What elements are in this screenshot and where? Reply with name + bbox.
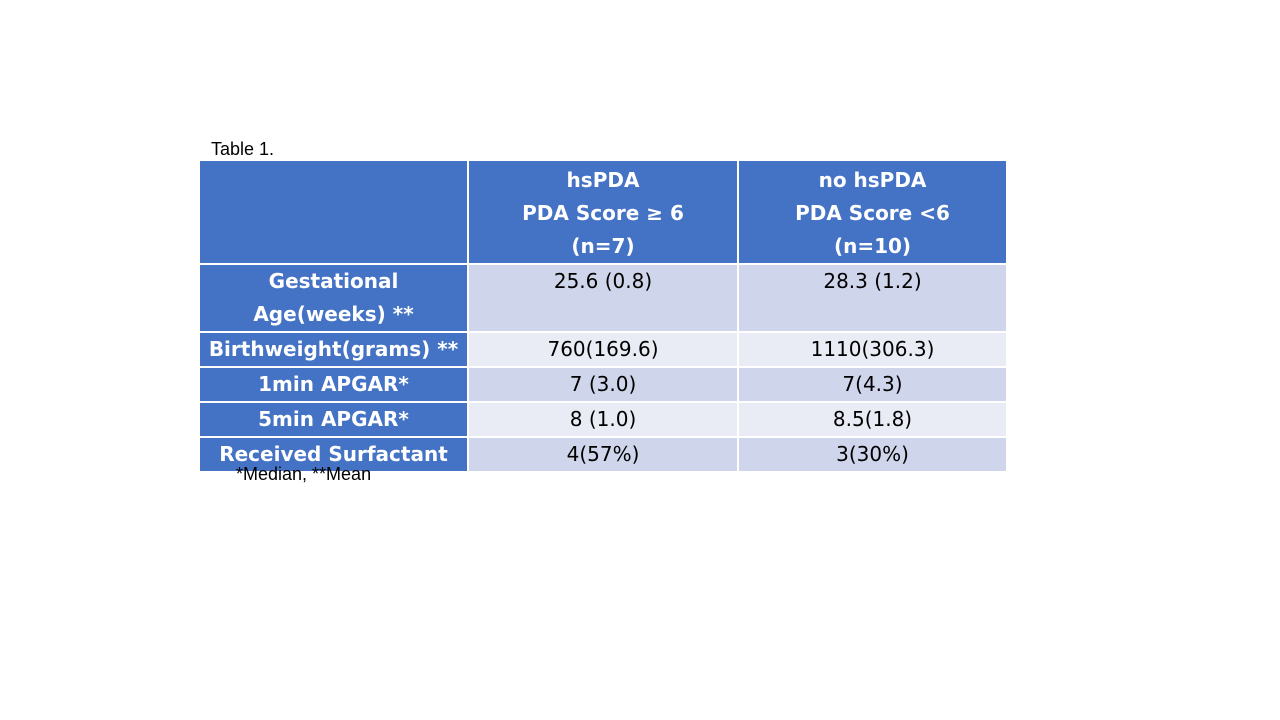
table-footnote: *Median, **Mean — [236, 464, 372, 484]
header-no-hspda-line-1: no hsPDA — [818, 168, 927, 192]
row-label-received-surfactant: Received Surfactant — [198, 436, 469, 473]
table-row: Received Surfactant 4(57%) 3(30%) — [198, 436, 1008, 473]
header-no-hspda-line-3: (n=10) — [833, 234, 912, 258]
row-label-gestational-age: Gestational Age(weeks) ** — [198, 263, 469, 333]
cell-hspda: 7 (3.0) — [467, 366, 739, 403]
cell-hspda: 4(57%) — [467, 436, 739, 473]
cell-hspda: 760(169.6) — [467, 331, 739, 368]
header-hspda-line-3: (n=7) — [571, 234, 635, 258]
cell-no-hspda: 3(30%) — [737, 436, 1008, 473]
header-corner-cell — [198, 159, 469, 265]
header-no-hspda: no hsPDA PDA Score <6 (n=10) — [737, 159, 1008, 265]
cell-hspda: 8 (1.0) — [467, 401, 739, 438]
header-hspda: hsPDA PDA Score ≥ 6 (n=7) — [467, 159, 739, 265]
header-hspda-line-1: hsPDA — [566, 168, 640, 192]
cell-no-hspda: 1110(306.3) — [737, 331, 1008, 368]
demographics-table: hsPDA PDA Score ≥ 6 (n=7) no hsPDA PDA S… — [198, 159, 1008, 473]
table-row: 1min APGAR* 7 (3.0) 7(4.3) — [198, 366, 1008, 403]
table-header-row: hsPDA PDA Score ≥ 6 (n=7) no hsPDA PDA S… — [198, 159, 1008, 265]
table-row: Birthweight(grams) ** 760(169.6) 1110(30… — [198, 331, 1008, 368]
cell-no-hspda: 8.5(1.8) — [737, 401, 1008, 438]
header-hspda-line-2: PDA Score ≥ 6 — [522, 201, 684, 225]
table-caption: Table 1. — [211, 139, 275, 159]
table-row: Gestational Age(weeks) ** 25.6 (0.8) 28.… — [198, 263, 1008, 333]
row-label-1min-apgar: 1min APGAR* — [198, 366, 469, 403]
cell-no-hspda: 28.3 (1.2) — [737, 263, 1008, 333]
cell-no-hspda: 7(4.3) — [737, 366, 1008, 403]
table-row: 5min APGAR* 8 (1.0) 8.5(1.8) — [198, 401, 1008, 438]
cell-hspda: 25.6 (0.8) — [467, 263, 739, 333]
row-label-birthweight: Birthweight(grams) ** — [198, 331, 469, 368]
row-label-5min-apgar: 5min APGAR* — [198, 401, 469, 438]
header-no-hspda-line-2: PDA Score <6 — [795, 201, 950, 225]
